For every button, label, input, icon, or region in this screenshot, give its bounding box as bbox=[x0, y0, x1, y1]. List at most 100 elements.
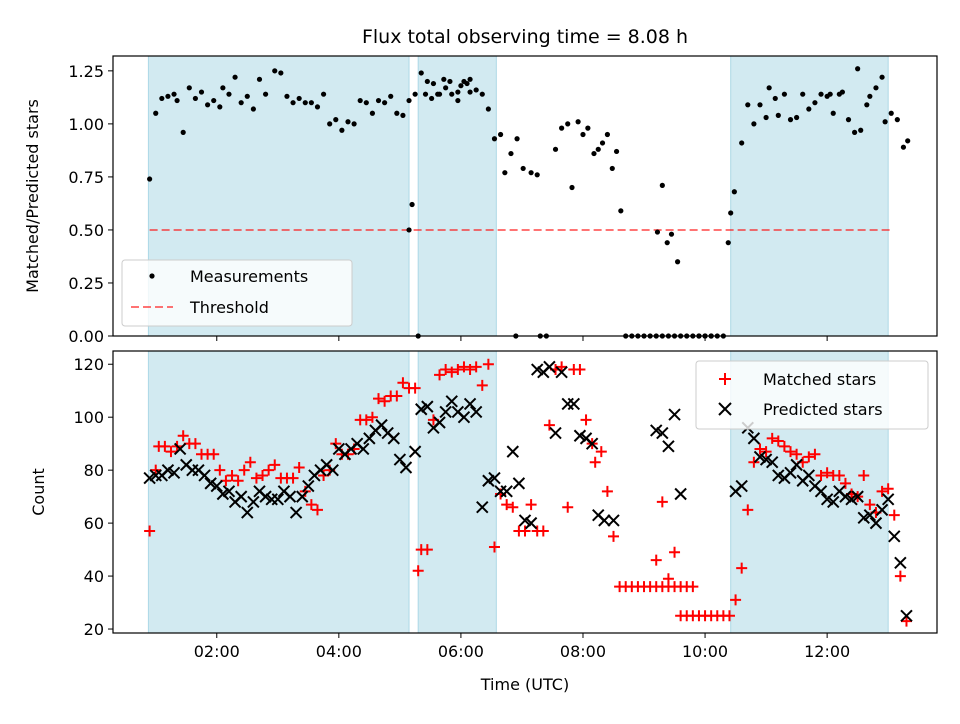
measurement-point bbox=[664, 240, 670, 246]
measurement-point bbox=[818, 91, 824, 97]
measurement-point bbox=[256, 76, 263, 82]
measurement-point bbox=[763, 114, 769, 121]
predicted-star-point bbox=[387, 432, 400, 445]
matched-star-point bbox=[150, 464, 162, 476]
matched-star-point bbox=[662, 573, 674, 585]
measurement-point bbox=[800, 91, 806, 97]
legend-top-box bbox=[121, 259, 353, 327]
matched-star-point bbox=[601, 485, 613, 497]
measurement-point bbox=[585, 125, 591, 131]
matched-star-point bbox=[687, 581, 699, 593]
measurement-point bbox=[514, 136, 520, 142]
measurement-point bbox=[339, 127, 345, 133]
predicted-star-point bbox=[863, 508, 877, 522]
measurement-point bbox=[238, 100, 244, 106]
measurement-point bbox=[879, 74, 885, 80]
measurement-point bbox=[618, 208, 624, 214]
y-tick-label: 120 bbox=[73, 355, 104, 374]
measurement-point bbox=[654, 229, 661, 235]
measurement-point bbox=[858, 127, 864, 133]
matched-star-point bbox=[250, 472, 262, 484]
predicted-star-point bbox=[674, 487, 687, 501]
predicted-star-point bbox=[549, 426, 562, 440]
measurement-point bbox=[497, 131, 504, 138]
measurement-point bbox=[882, 119, 888, 125]
predicted-star-point bbox=[765, 456, 779, 469]
legend-predicted-marker bbox=[718, 402, 732, 416]
predicted-star-point bbox=[827, 495, 840, 509]
predicted-star-point bbox=[161, 463, 175, 477]
matched-star-point bbox=[785, 446, 797, 458]
measurement-point bbox=[455, 97, 461, 104]
measurement-point bbox=[406, 227, 412, 233]
measurement-point bbox=[812, 100, 818, 106]
measurement-point bbox=[479, 91, 485, 97]
measurement-point bbox=[441, 76, 447, 82]
matched-star-point bbox=[470, 361, 482, 373]
matched-star-point bbox=[226, 469, 238, 481]
y-tick-label: 40 bbox=[84, 567, 104, 586]
matched-star-point bbox=[257, 469, 269, 481]
measurement-point bbox=[766, 85, 772, 91]
measurement-point bbox=[406, 97, 412, 104]
predicted-star-point bbox=[204, 477, 217, 490]
matched-star-point bbox=[269, 459, 281, 471]
predicted-star-point bbox=[167, 466, 181, 480]
measurement-point bbox=[613, 148, 620, 155]
matched-star-point bbox=[488, 541, 500, 553]
measurement-point bbox=[409, 201, 415, 208]
matched-star-point bbox=[421, 544, 433, 556]
matched-star-point bbox=[464, 364, 476, 376]
measurement-point bbox=[345, 119, 351, 125]
measurement-point bbox=[775, 112, 781, 118]
matched-star-point bbox=[412, 565, 424, 577]
predicted-star-point bbox=[888, 530, 901, 543]
measurement-point bbox=[839, 89, 845, 95]
measurement-point bbox=[739, 140, 745, 146]
measurement-point bbox=[424, 78, 430, 85]
predicted-star-point bbox=[598, 514, 611, 527]
measurement-point bbox=[528, 170, 534, 176]
predicted-star-point bbox=[530, 363, 544, 376]
predicted-star-point bbox=[662, 440, 675, 453]
measurement-point bbox=[369, 110, 376, 116]
matched-star-point bbox=[452, 364, 464, 376]
measurement-point bbox=[781, 91, 788, 97]
measurement-point bbox=[435, 91, 441, 97]
measurement-point bbox=[751, 121, 757, 127]
measurement-point bbox=[147, 176, 153, 182]
predicted-star-point bbox=[735, 479, 748, 493]
measurement-point bbox=[363, 100, 369, 106]
measurement-point bbox=[327, 121, 333, 127]
predicted-star-point bbox=[469, 405, 483, 419]
matched-star-point bbox=[580, 414, 592, 426]
predicted-star-point bbox=[790, 458, 803, 472]
predicted-star-point bbox=[415, 403, 428, 416]
x-tick-label: 06:00 bbox=[438, 642, 484, 661]
predicted-star-point bbox=[198, 469, 211, 482]
matched-star-point bbox=[815, 469, 827, 481]
predicted-star-point bbox=[543, 360, 556, 374]
matched-star-point bbox=[293, 462, 305, 474]
measurement-point bbox=[320, 91, 327, 97]
predicted-star-point bbox=[289, 506, 303, 519]
observing-interval-3 bbox=[730, 55, 889, 337]
matched-star-point bbox=[238, 464, 250, 476]
measurement-point bbox=[211, 97, 217, 104]
predicted-star-point bbox=[439, 405, 452, 419]
observing-interval-1 bbox=[147, 350, 410, 634]
matched-star-point bbox=[821, 467, 833, 479]
legend-bottom: Matched stars Predicted stars bbox=[695, 360, 929, 430]
matched-star-point bbox=[507, 501, 519, 513]
matched-star-point bbox=[888, 509, 900, 521]
predicted-star-point bbox=[650, 424, 663, 437]
predicted-star-point bbox=[283, 490, 297, 503]
measurement-point bbox=[232, 74, 238, 80]
x-tick-label: 04:00 bbox=[316, 642, 362, 661]
measurement-point bbox=[491, 136, 498, 142]
predicted-star-point bbox=[357, 442, 370, 456]
measurement-point bbox=[520, 165, 526, 172]
measurement-point bbox=[171, 91, 177, 97]
predicted-star-point bbox=[518, 514, 532, 527]
measurement-point bbox=[794, 114, 800, 121]
